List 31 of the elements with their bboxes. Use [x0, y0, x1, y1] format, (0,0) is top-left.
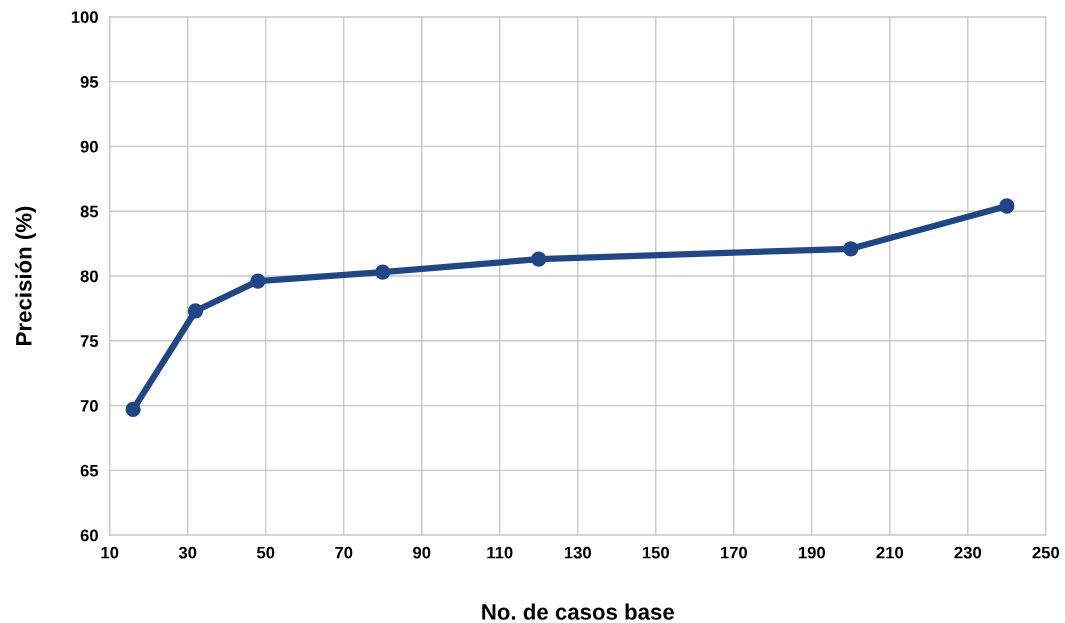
x-tick-label: 110	[487, 546, 513, 559]
x-axis-title: No. de casos base	[482, 603, 674, 620]
y-tick-label: 85	[80, 205, 99, 218]
y-tick-label: 100	[71, 11, 98, 24]
y-axis-title: Precisión (%)	[15, 206, 37, 345]
x-tick-label: 230	[954, 546, 982, 559]
x-tick-label: 30	[178, 546, 197, 559]
point	[250, 273, 266, 289]
y-tick-label: 60	[80, 529, 98, 542]
y-tick-label: 75	[80, 335, 99, 347]
y-tick-label: 70	[80, 399, 98, 412]
point	[999, 198, 1015, 214]
x-tick-label: 170	[720, 546, 748, 559]
y-tick-label: 65	[80, 464, 99, 477]
x-tick-label: 250	[1032, 546, 1060, 559]
x-tick-label: 70	[335, 546, 353, 559]
y-tick-label: 80	[80, 270, 98, 283]
point	[125, 401, 141, 418]
x-tick-label: 190	[798, 546, 826, 559]
y-tick-label: 90	[80, 140, 98, 153]
x-tick-label: 10	[101, 546, 119, 559]
x-tick-label: 50	[256, 546, 275, 559]
point	[375, 264, 391, 280]
x-tick-label: 130	[564, 546, 591, 559]
point	[843, 241, 859, 257]
y-tick-label: 95	[80, 76, 99, 88]
x-tick-label: 90	[413, 546, 431, 559]
point	[531, 251, 547, 267]
x-tick-label: 150	[642, 546, 669, 559]
x-tick-label: 210	[876, 546, 904, 559]
point	[187, 303, 204, 319]
